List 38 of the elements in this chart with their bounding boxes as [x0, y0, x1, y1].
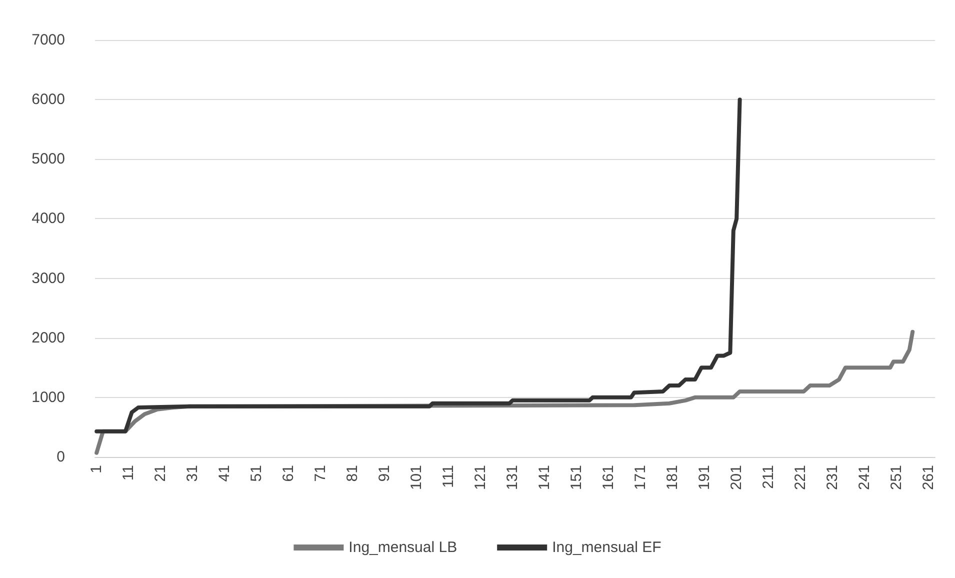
y-tick-label: 3000 [32, 270, 65, 287]
x-tick-label: 61 [280, 465, 298, 482]
y-tick-label: 1000 [32, 388, 65, 406]
x-tick-label: 251 [888, 465, 906, 490]
line-series [94, 98, 742, 434]
x-tick-label: 211 [760, 465, 778, 489]
x-tick-label: 191 [696, 465, 714, 490]
x-tick-label: 111 [440, 465, 458, 488]
x-tick-label: 201 [728, 465, 746, 490]
x-tick-label: 171 [632, 465, 650, 490]
x-tick-label: 221 [792, 465, 810, 490]
x-tick-label: 131 [504, 465, 522, 490]
y-tick-label: 2000 [32, 329, 65, 346]
x-tick-label: 91 [376, 465, 394, 482]
x-tick-label: 141 [536, 465, 554, 490]
x-tick-label: 1 [88, 465, 106, 474]
legend-label: Ing_mensual LB [348, 539, 458, 556]
x-tick-label: 101 [408, 465, 426, 490]
x-tick-label: 261 [920, 465, 938, 490]
x-tick-label: 151 [568, 465, 586, 490]
y-tick-label: 7000 [32, 32, 65, 48]
x-tick-label: 81 [344, 465, 362, 482]
legend-label: Ing_mensual EF [552, 539, 662, 556]
y-tick-label: 5000 [32, 150, 65, 168]
x-tick-label: 121 [472, 465, 490, 490]
x-tick-label: 181 [664, 465, 682, 490]
x-tick-label: 71 [312, 465, 330, 482]
y-tick-label: 0 [56, 448, 65, 466]
x-tick-label: 11 [120, 465, 138, 481]
y-tick-label: 4000 [32, 210, 65, 228]
x-tick-label: 51 [248, 465, 266, 482]
y-tick-label: 6000 [32, 91, 65, 108]
x-tick-label: 241 [856, 465, 874, 490]
x-tick-label: 21 [152, 465, 170, 482]
x-tick-label: 231 [824, 465, 842, 490]
x-tick-label: 41 [216, 465, 234, 482]
x-tick-label: 161 [600, 465, 618, 490]
x-tick-label: 31 [184, 465, 202, 482]
